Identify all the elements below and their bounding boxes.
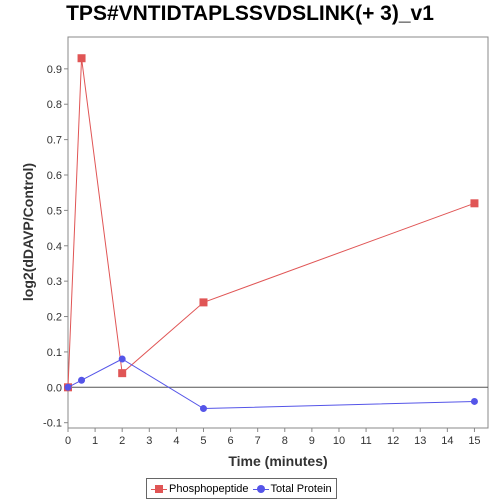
data-point-total-protein [470,397,478,405]
x-axis: 0 1 2 3 4 5 6 7 8 9 10 11 12 13 14 15 [65,428,481,447]
data-point-phosphopeptide [77,54,86,63]
y-tick-label: 0.3 [47,276,62,288]
x-tick-label: 8 [282,435,288,447]
legend: Phosphopeptide Total Protein [146,478,337,499]
x-tick-label: 4 [173,435,179,447]
y-tick-label: 0.6 [47,170,62,182]
data-point-phosphopeptide [199,298,208,307]
y-tick-label: 0.9 [47,64,62,76]
x-axis-title: Time (minutes) [228,453,327,469]
x-tick-label: 0 [65,435,71,447]
x-tick-label: 14 [441,435,453,447]
x-tick-label: 15 [468,435,480,447]
x-tick-label: 12 [387,435,399,447]
data-point-phosphopeptide [118,369,127,378]
legend-marker-blue [256,484,265,493]
x-tick-label: 2 [119,435,125,447]
plot-area [67,36,489,429]
y-tick-label: 0.4 [47,241,62,253]
data-point-total-protein [118,355,126,363]
x-tick-label: 13 [414,435,426,447]
legend-circle-marker-icon [252,484,269,493]
legend-item-total-protein: Total Protein [252,482,332,495]
x-tick-label: 11 [360,435,371,447]
legend-label-total-protein: Total Protein [270,482,332,495]
y-axis-title: log2(dDAVP/Control) [20,163,36,301]
x-tick-label: 1 [92,435,98,447]
x-tick-label: 10 [333,435,345,447]
series-group [64,54,479,413]
y-tick-label: 0.2 [47,312,62,324]
legend-marker-red [155,484,163,493]
data-point-total-protein [199,405,207,413]
y-tick-label: 0.7 [47,135,62,147]
y-tick-label: 0.0 [47,382,62,394]
y-axis: -0.1 0.0 0.1 0.2 0.3 0.4 0.5 0.6 0.7 0.8 0.9 [43,64,68,430]
x-tick-label: 6 [228,435,234,447]
y-tick-label: 0.1 [47,347,62,359]
chart-title: TPS#VNTIDTAPLSSVDSLINK(+ 3)_v1 [66,2,434,25]
x-tick-label: 7 [255,435,261,447]
x-tick-label: 3 [146,435,152,447]
data-point-total-protein [78,376,86,384]
legend-square-marker-icon [151,484,167,493]
y-tick-label: -0.1 [43,418,62,430]
x-tick-label: 5 [200,435,206,447]
data-point-phosphopeptide [470,199,479,208]
x-tick-label: 9 [309,435,315,447]
legend-item-phosphopeptide: Phosphopeptide [151,483,249,495]
data-point-total-protein [64,383,72,391]
y-tick-label: 0.8 [47,99,62,111]
y-tick-label: 0.5 [47,205,62,217]
legend-label-phosphopeptide: Phosphopeptide [169,482,249,495]
